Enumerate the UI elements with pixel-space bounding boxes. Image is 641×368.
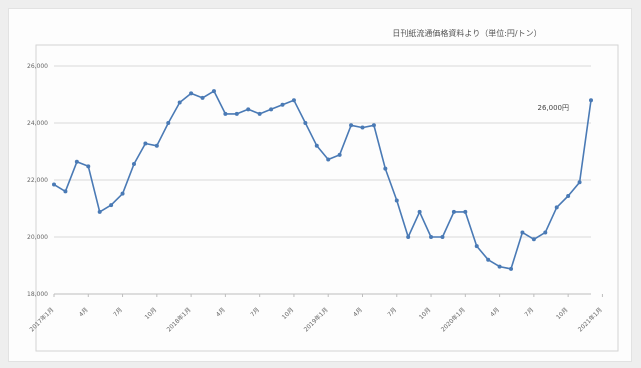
data-point — [269, 107, 274, 112]
data-point — [349, 123, 354, 128]
annotations: 26,000円 — [538, 104, 570, 112]
data-point — [509, 266, 514, 271]
data-point — [74, 159, 79, 164]
y-tick-label: 18,000 — [27, 291, 48, 298]
data-point — [383, 166, 388, 171]
data-point — [97, 209, 102, 214]
annotation-label: 26,000円 — [538, 104, 570, 112]
data-point — [371, 123, 376, 128]
gridlines — [54, 65, 591, 295]
data-point — [406, 235, 411, 239]
data-point — [257, 111, 262, 116]
data-point — [520, 230, 525, 235]
data-point — [337, 152, 342, 157]
data-point — [394, 198, 399, 203]
data-point — [440, 235, 445, 239]
data-point — [63, 189, 68, 194]
data-point — [486, 257, 491, 262]
data-point — [234, 111, 239, 116]
data-point — [589, 98, 593, 103]
data-point — [166, 121, 171, 125]
data-point — [86, 164, 91, 169]
data-point — [497, 264, 502, 269]
chart-card: 日刊紙流通価格資料より（単位:円/トン） 18,000 20,000 22,000 2… — [8, 8, 632, 362]
data-point — [417, 209, 422, 214]
x-tick-label: 10月 — [144, 306, 159, 321]
data-point — [577, 180, 582, 185]
x-tick-label: 7月 — [523, 306, 535, 318]
x-tick-label: 4月 — [352, 306, 364, 318]
data-point — [109, 203, 114, 208]
y-tick-label: 24,000 — [27, 120, 48, 127]
x-tick-label: 7月 — [386, 306, 398, 318]
data-point — [211, 89, 216, 94]
x-tick-label: 2017年1月 — [28, 306, 56, 334]
x-tick-label: 10月 — [281, 306, 296, 321]
data-point — [531, 237, 536, 242]
data-point — [566, 193, 571, 198]
data-point — [131, 162, 136, 167]
y-tick-label: 22,000 — [27, 177, 48, 184]
x-tick-label: 4月 — [489, 306, 501, 318]
series-layer — [52, 89, 593, 271]
x-tick-label: 2019年1月 — [302, 306, 330, 334]
data-point — [360, 125, 365, 130]
data-point — [429, 235, 434, 239]
data-point — [200, 95, 205, 100]
data-point — [291, 98, 296, 103]
data-point — [246, 107, 251, 112]
x-tick-label: 7月 — [249, 306, 261, 318]
data-point — [52, 182, 56, 187]
data-point — [463, 209, 468, 214]
x-tick-label: 7月 — [112, 306, 124, 318]
x-tick-label: 2020年1月 — [439, 306, 467, 334]
y-tick-label: 26,000 — [27, 63, 48, 70]
data-point — [223, 111, 228, 116]
data-point — [143, 141, 148, 146]
x-axis-ticks: 2017年1月 4月 7月 10月 2018年1月 4月 7月 10月 2019年1月 4月 7月 1… — [28, 294, 604, 333]
x-tick-label: 10月 — [555, 306, 570, 321]
x-tick-label: 4月 — [215, 306, 227, 318]
data-point — [177, 100, 182, 105]
x-tick-label: 2018年1月 — [165, 306, 193, 334]
data-point — [474, 244, 479, 249]
x-tick-label: 2021年1月 — [576, 306, 604, 334]
y-axis-ticks: 18,000 20,000 22,000 24,000 26,000 — [27, 63, 48, 298]
data-point — [554, 205, 559, 210]
data-point — [326, 157, 331, 162]
line-chart: 日刊紙流通価格資料より（単位:円/トン） 18,000 20,000 22,000 2… — [27, 28, 619, 352]
y-tick-label: 20,000 — [27, 234, 48, 241]
x-tick-label: 10月 — [418, 306, 433, 321]
data-point — [543, 230, 548, 235]
data-point — [154, 143, 159, 148]
data-point — [303, 121, 308, 125]
data-point — [280, 102, 285, 107]
x-tick-label: 4月 — [78, 306, 90, 318]
data-point — [120, 191, 125, 196]
data-point — [314, 143, 319, 148]
data-point — [451, 209, 456, 214]
data-point — [189, 91, 194, 96]
plot-frame — [35, 44, 619, 352]
source-note: 日刊紙流通価格資料より（単位:円/トン） — [392, 28, 541, 38]
